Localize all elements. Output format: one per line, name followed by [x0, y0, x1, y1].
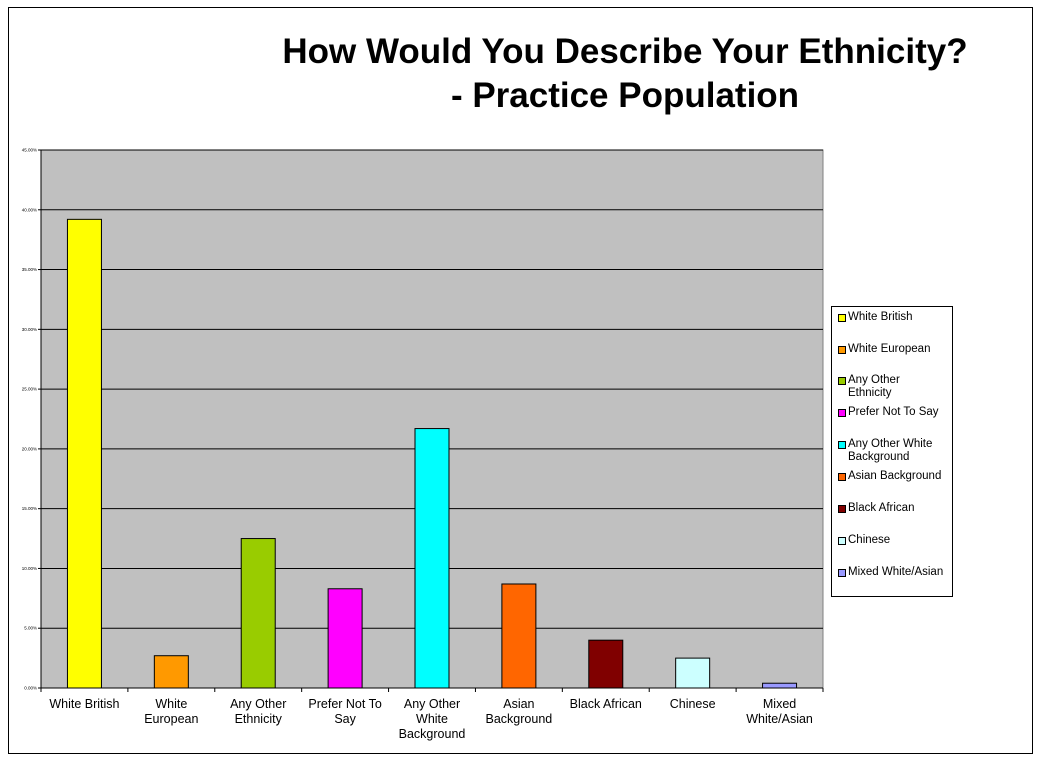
legend-swatch — [838, 409, 846, 417]
y-tick-label: 25.00% — [22, 387, 37, 392]
y-tick-label: 5.00% — [24, 626, 37, 631]
x-tick-label: Prefer Not To Say — [308, 697, 382, 726]
x-tick-label: Chinese — [669, 697, 716, 711]
legend-swatch — [838, 346, 846, 354]
x-tick-label: Black African — [569, 697, 642, 711]
x-tick-label: White British — [49, 697, 120, 711]
chart-legend: White British White European Any Other Ethn… — [831, 306, 953, 597]
y-tick-label: 15.00% — [22, 506, 37, 511]
legend-swatch — [838, 314, 846, 322]
legend-label: Chinese — [848, 534, 891, 546]
y-tick-label: 30.00% — [22, 327, 37, 332]
bar — [66, 218, 102, 689]
bar — [588, 639, 624, 689]
legend-swatch — [838, 441, 846, 449]
bar — [501, 583, 537, 689]
y-tick-label: 35.00% — [22, 267, 37, 272]
bar — [153, 655, 189, 689]
bar — [327, 588, 363, 689]
legend-label: Mixed White/Asian — [848, 566, 944, 578]
legend-label: Black African — [848, 502, 915, 514]
y-tick-label: 40.00% — [22, 207, 37, 212]
legend-label: Any Other White Background — [848, 438, 933, 463]
bar — [414, 428, 450, 689]
legend-label: Asian Background — [848, 470, 942, 482]
x-tick-label: White European — [144, 697, 199, 726]
y-tick-label: 10.00% — [22, 566, 37, 571]
y-tick-label: 20.00% — [22, 446, 37, 451]
legend-swatch — [838, 473, 846, 481]
chart-title-line-1: How Would You Describe Your Ethnicity? — [282, 32, 968, 71]
bar — [762, 682, 798, 689]
y-tick-label: 0.00% — [24, 686, 37, 691]
x-tick-label: Any Other Ethnicity — [230, 697, 287, 726]
bar — [240, 538, 276, 689]
x-tick-label: Mixed White/Asian — [746, 697, 813, 726]
chart-title-line-2: - Practice Population — [450, 76, 800, 115]
x-tick-label: Asian Background — [485, 697, 553, 726]
legend-swatch — [838, 377, 846, 385]
legend-label: Any Other Ethnicity — [848, 374, 900, 399]
legend-swatch — [838, 537, 846, 545]
x-tick-label: Any Other White Background — [398, 697, 466, 741]
legend-swatch — [838, 569, 846, 577]
legend-label: White British — [848, 311, 913, 323]
bar — [675, 657, 711, 689]
legend-label: White European — [848, 343, 931, 355]
y-tick-label: 45.00% — [22, 148, 37, 153]
chart-title: How Would You Describe Your Ethnicity? -… — [150, 30, 1042, 118]
legend-swatch — [838, 505, 846, 513]
legend-label: Prefer Not To Say — [848, 406, 939, 418]
